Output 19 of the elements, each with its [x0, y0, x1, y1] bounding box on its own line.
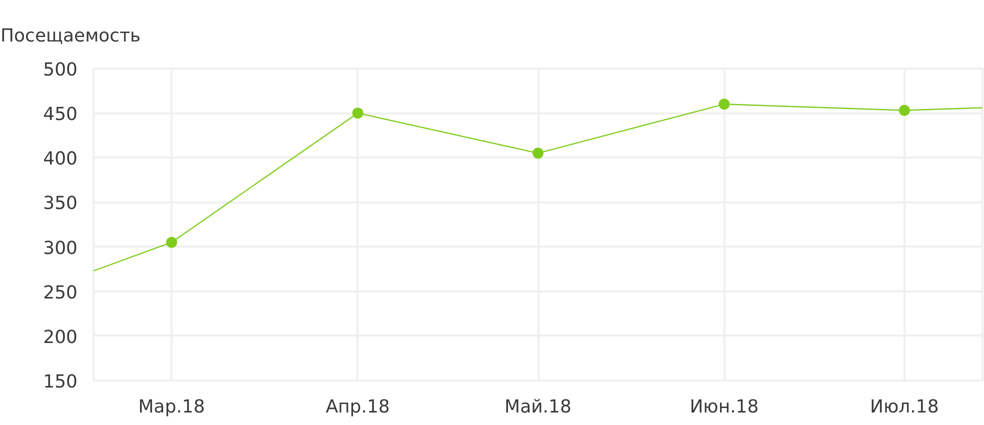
point — [532, 148, 544, 159]
y-tick-label: 400 — [43, 148, 78, 170]
y-tick-label: 300 — [43, 238, 78, 259]
point — [898, 104, 910, 116]
y-tick-label: 350 — [43, 193, 78, 214]
y-tick-label: 150 — [43, 372, 78, 392]
x-tick-label: Май.18 — [504, 396, 572, 418]
chart-title: Посещаемость — [0, 26, 141, 46]
y-tick-label: 450 — [43, 104, 78, 126]
x-tick-label: Июн.18 — [690, 396, 759, 418]
y-tick-label: 500 — [43, 60, 78, 80]
point — [718, 98, 730, 110]
x-tick-label: Мар.18 — [138, 396, 205, 418]
x-tick-label: Июл.18 — [870, 396, 939, 418]
y-tick-label: 250 — [43, 282, 78, 304]
point — [166, 236, 178, 248]
x-tick-label: Апр.18 — [326, 396, 390, 418]
point — [352, 108, 364, 119]
y-tick-label: 200 — [43, 326, 78, 348]
